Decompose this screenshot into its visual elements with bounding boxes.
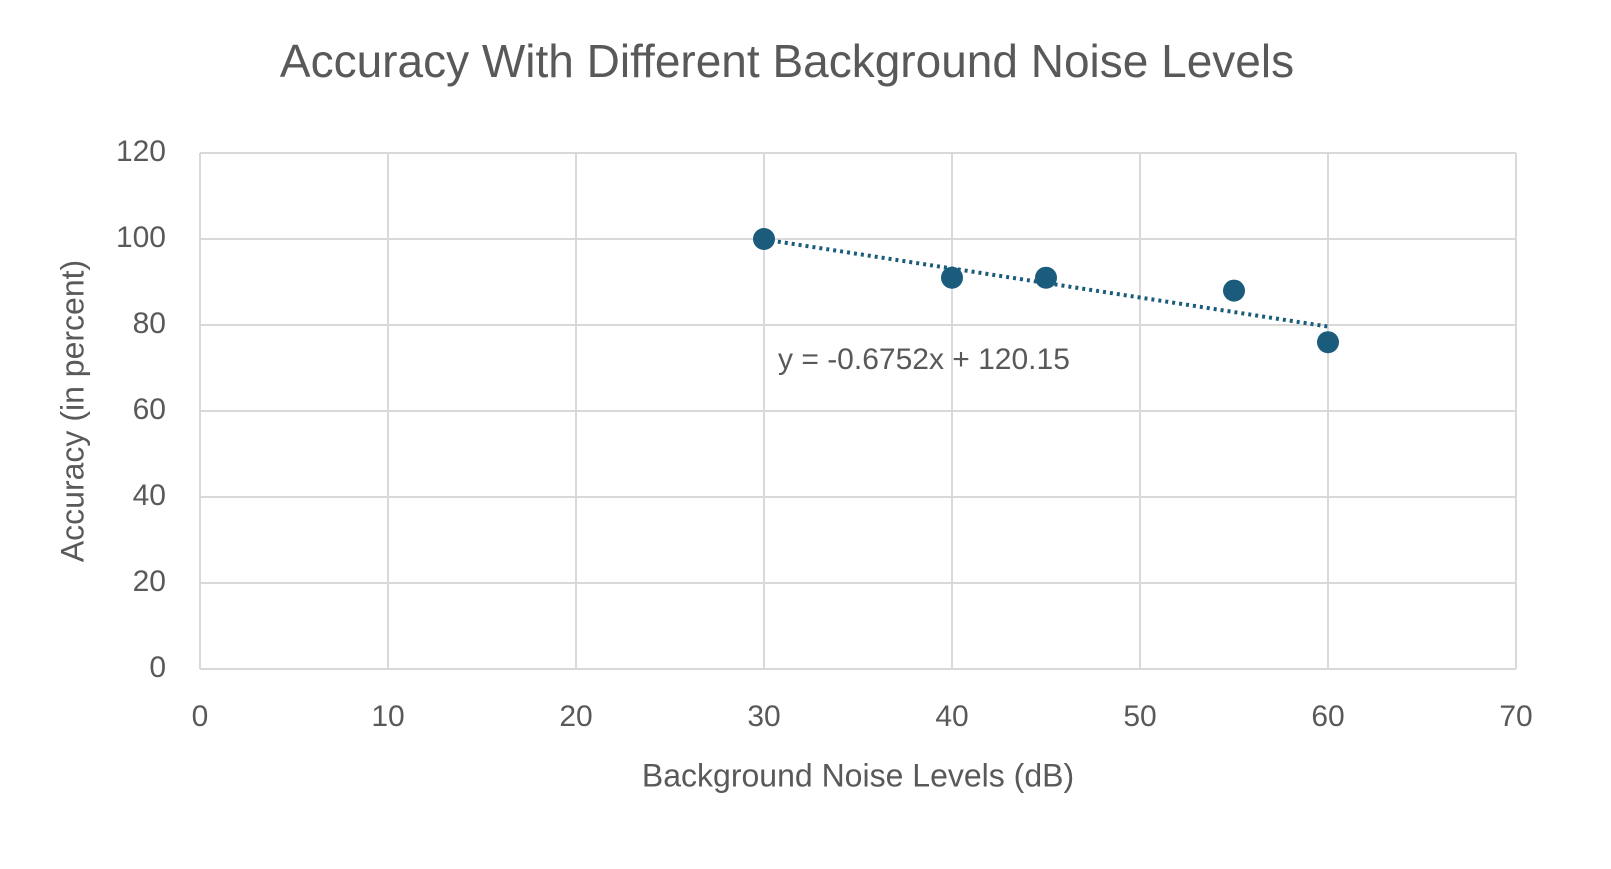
x-axis-label: Background Noise Levels (dB) <box>642 757 1074 793</box>
x-tick-label: 70 <box>1499 700 1532 733</box>
x-tick-label: 10 <box>371 700 404 733</box>
y-tick-label: 100 <box>116 221 166 254</box>
x-tick-label: 40 <box>935 700 968 733</box>
data-point <box>1317 331 1339 354</box>
x-tick-label: 60 <box>1311 700 1344 733</box>
y-tick-label: 80 <box>133 307 166 340</box>
chart-title: Accuracy With Different Background Noise… <box>280 35 1294 87</box>
x-tick-label: 30 <box>747 700 780 733</box>
y-tick-label: 20 <box>133 565 166 598</box>
y-tick-label: 40 <box>133 479 166 512</box>
data-point <box>753 228 775 250</box>
x-tick-label: 50 <box>1123 700 1156 733</box>
data-point <box>1223 279 1245 302</box>
y-axis-label: Accuracy (in percent) <box>54 260 90 562</box>
data-point <box>941 266 963 289</box>
x-tick-label: 20 <box>559 700 592 733</box>
y-tick-label: 0 <box>149 651 166 684</box>
y-tick-label: 120 <box>116 135 166 168</box>
data-point <box>1035 266 1057 289</box>
y-tick-label: 60 <box>133 393 166 426</box>
x-tick-label: 0 <box>192 700 209 733</box>
trendline-equation: y = -0.6752x + 120.15 <box>778 343 1070 376</box>
